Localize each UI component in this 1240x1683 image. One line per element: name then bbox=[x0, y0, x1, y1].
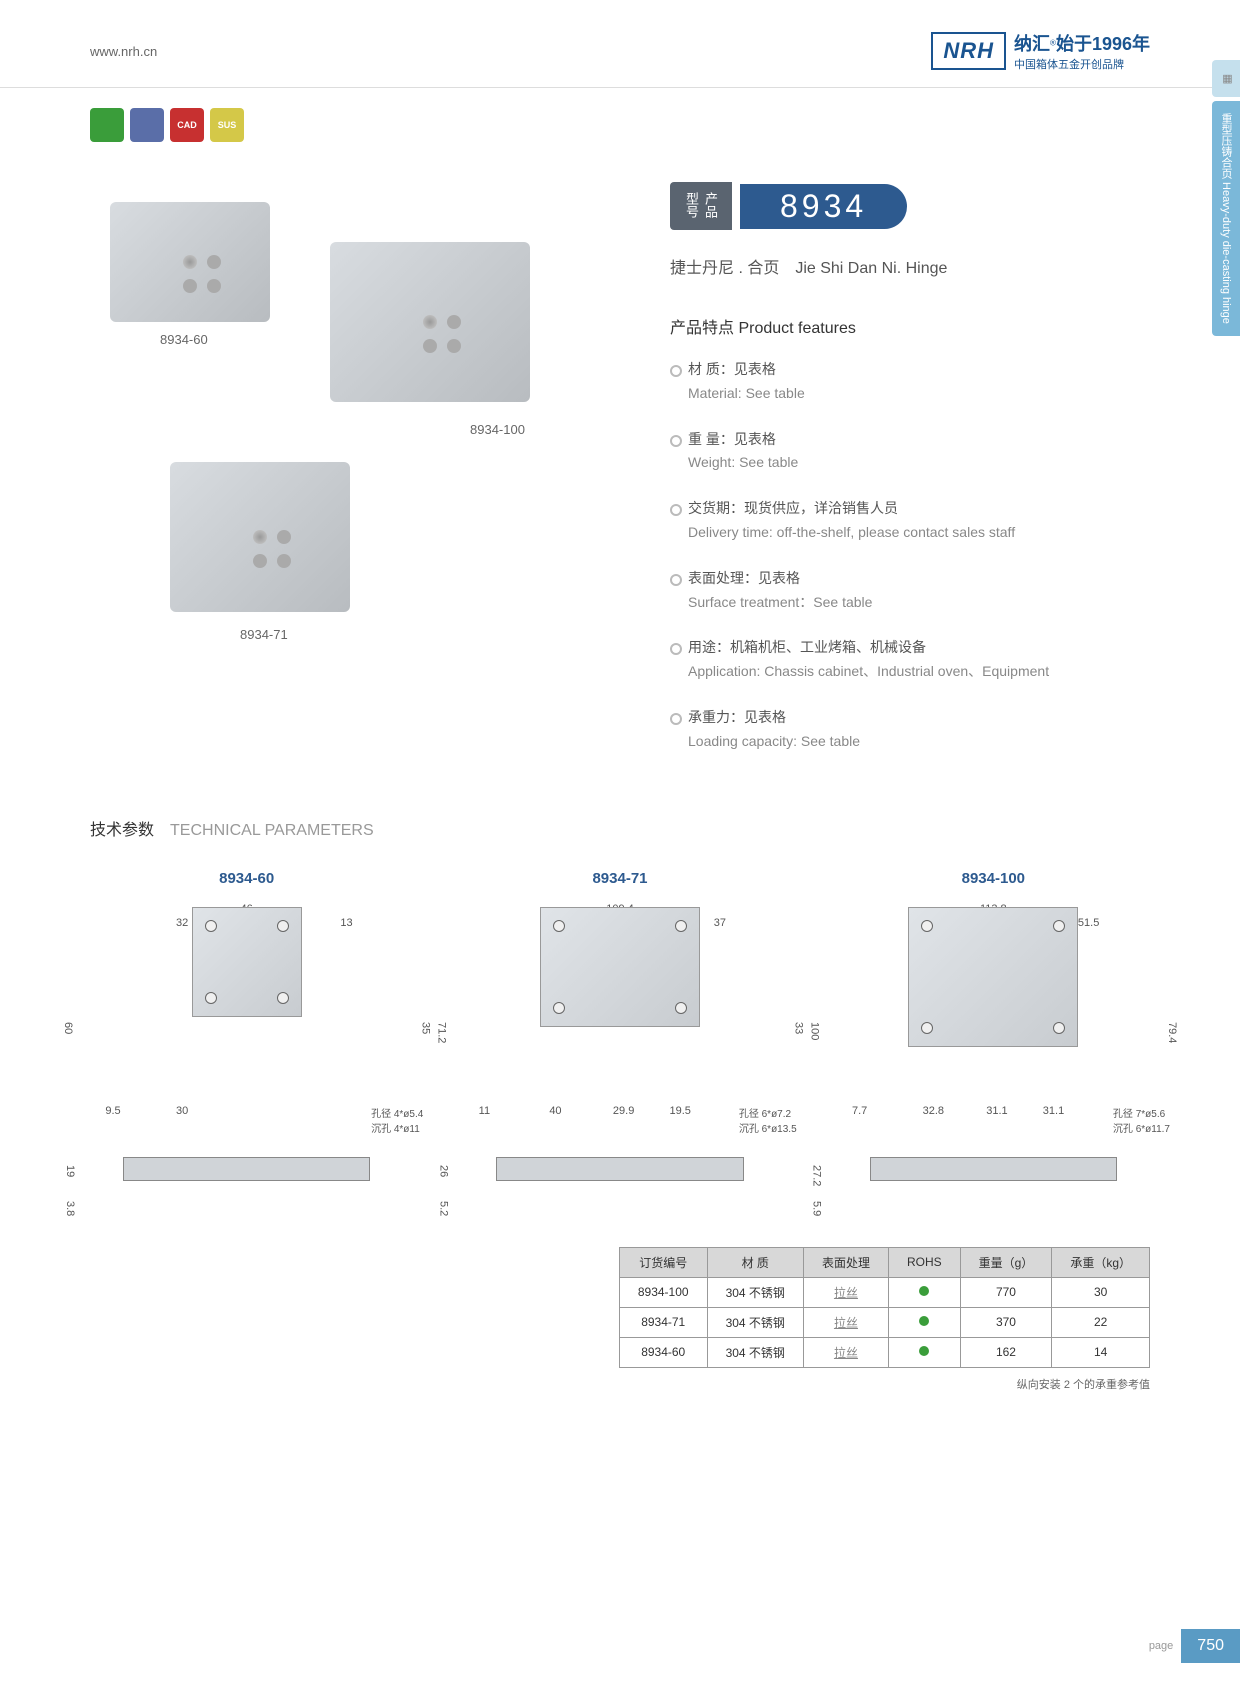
badge bbox=[90, 108, 124, 142]
rohs-dot bbox=[919, 1346, 929, 1356]
table-header: 承重（kg） bbox=[1052, 1247, 1150, 1277]
diagrams: 8934-6046321360359.530孔径 4*ø5.4 沉孔 4*ø11… bbox=[0, 870, 1240, 1217]
hinge-img-1 bbox=[110, 202, 270, 322]
img-label-3: 8934-71 bbox=[240, 627, 288, 642]
model-number: 8934 bbox=[740, 184, 907, 229]
logo: NRH bbox=[931, 32, 1006, 70]
table-row: 8934-60304 不锈钢拉丝16214 bbox=[619, 1337, 1149, 1367]
header: www.nrh.cn NRH 纳汇®始于1996年 中国箱体五金开创品牌 bbox=[0, 0, 1240, 88]
table-row: 8934-100304 不锈钢拉丝77030 bbox=[619, 1277, 1149, 1307]
side-tab-category[interactable]: 重型压铸合页 Heavy-duty die-casting hinge bbox=[1212, 101, 1240, 336]
side-tab-icon[interactable]: ▦ bbox=[1212, 60, 1240, 97]
diagram-title: 8934-100 bbox=[817, 870, 1170, 887]
table-note: 纵向安装 2 个的承重参考值 bbox=[0, 1368, 1240, 1392]
model-header: 产品型号 8934 bbox=[670, 182, 1150, 230]
page-label: page bbox=[1149, 1640, 1173, 1652]
brand-text: 纳汇®始于1996年 中国箱体五金开创品牌 bbox=[1014, 30, 1150, 72]
product-info: 产品型号 8934 捷士丹尼 . 合页 Jie Shi Dan Ni. Hing… bbox=[670, 182, 1150, 776]
hinge-img-3 bbox=[170, 462, 350, 612]
diagram: 8934-100113.861.451.510079.47.732.831.13… bbox=[817, 870, 1170, 1217]
table-header: 重量（g） bbox=[960, 1247, 1052, 1277]
spec-table-wrap: 订货编号材 质表面处理ROHS重量（g）承重（kg）8934-100304 不锈… bbox=[0, 1217, 1240, 1368]
badge bbox=[130, 108, 164, 142]
table-header: 表面处理 bbox=[803, 1247, 888, 1277]
footer: page 750 bbox=[1149, 1629, 1240, 1663]
badges: CADSUS bbox=[0, 88, 1240, 142]
diagram: 8934-71109.471.43771.233114029.919.5孔径 6… bbox=[443, 870, 796, 1217]
badge: SUS bbox=[210, 108, 244, 142]
table-header: 订货编号 bbox=[619, 1247, 707, 1277]
spec-table: 订货编号材 质表面处理ROHS重量（g）承重（kg）8934-100304 不锈… bbox=[619, 1247, 1150, 1368]
feature-item: 承重力：见表格Loading capacity: See table bbox=[670, 706, 1150, 754]
model-prefix: 产品型号 bbox=[670, 182, 732, 230]
table-header: ROHS bbox=[888, 1247, 960, 1277]
page-number: 750 bbox=[1181, 1629, 1240, 1663]
diagram-title: 8934-60 bbox=[70, 870, 423, 887]
table-row: 8934-71304 不锈钢拉丝37022 bbox=[619, 1307, 1149, 1337]
feature-item: 重 量：见表格Weight: See table bbox=[670, 428, 1150, 476]
rohs-dot bbox=[919, 1286, 929, 1296]
feature-item: 表面处理：见表格Surface treatment：See table bbox=[670, 567, 1150, 615]
features-header: 产品特点 Product features bbox=[670, 314, 1150, 338]
side-tabs: ▦ 重型压铸合页 Heavy-duty die-casting hinge bbox=[1212, 60, 1240, 336]
diagram-title: 8934-71 bbox=[443, 870, 796, 887]
table-header: 材 质 bbox=[707, 1247, 803, 1277]
feature-item: 交货期：现货供应，详洽销售人员Delivery time: off-the-sh… bbox=[670, 497, 1150, 545]
diagram: 8934-6046321360359.530孔径 4*ø5.4 沉孔 4*ø11… bbox=[70, 870, 423, 1217]
feature-item: 用途：机箱机柜、工业烤箱、机械设备Application: Chassis ca… bbox=[670, 636, 1150, 684]
img-label-2: 8934-100 bbox=[470, 422, 525, 437]
hinge-img-2 bbox=[330, 242, 530, 402]
rohs-dot bbox=[919, 1316, 929, 1326]
url[interactable]: www.nrh.cn bbox=[90, 44, 157, 59]
feature-item: 材 质：见表格Material: See table bbox=[670, 358, 1150, 406]
tech-params-title: 技术参数 TECHNICAL PARAMETERS bbox=[0, 776, 1240, 870]
badge: CAD bbox=[170, 108, 204, 142]
subtitle: 捷士丹尼 . 合页 Jie Shi Dan Ni. Hinge bbox=[670, 254, 1150, 278]
product-images: 8934-60 8934-100 8934-71 bbox=[90, 182, 630, 702]
img-label-1: 8934-60 bbox=[160, 332, 208, 347]
brand: NRH 纳汇®始于1996年 中国箱体五金开创品牌 bbox=[931, 30, 1150, 72]
